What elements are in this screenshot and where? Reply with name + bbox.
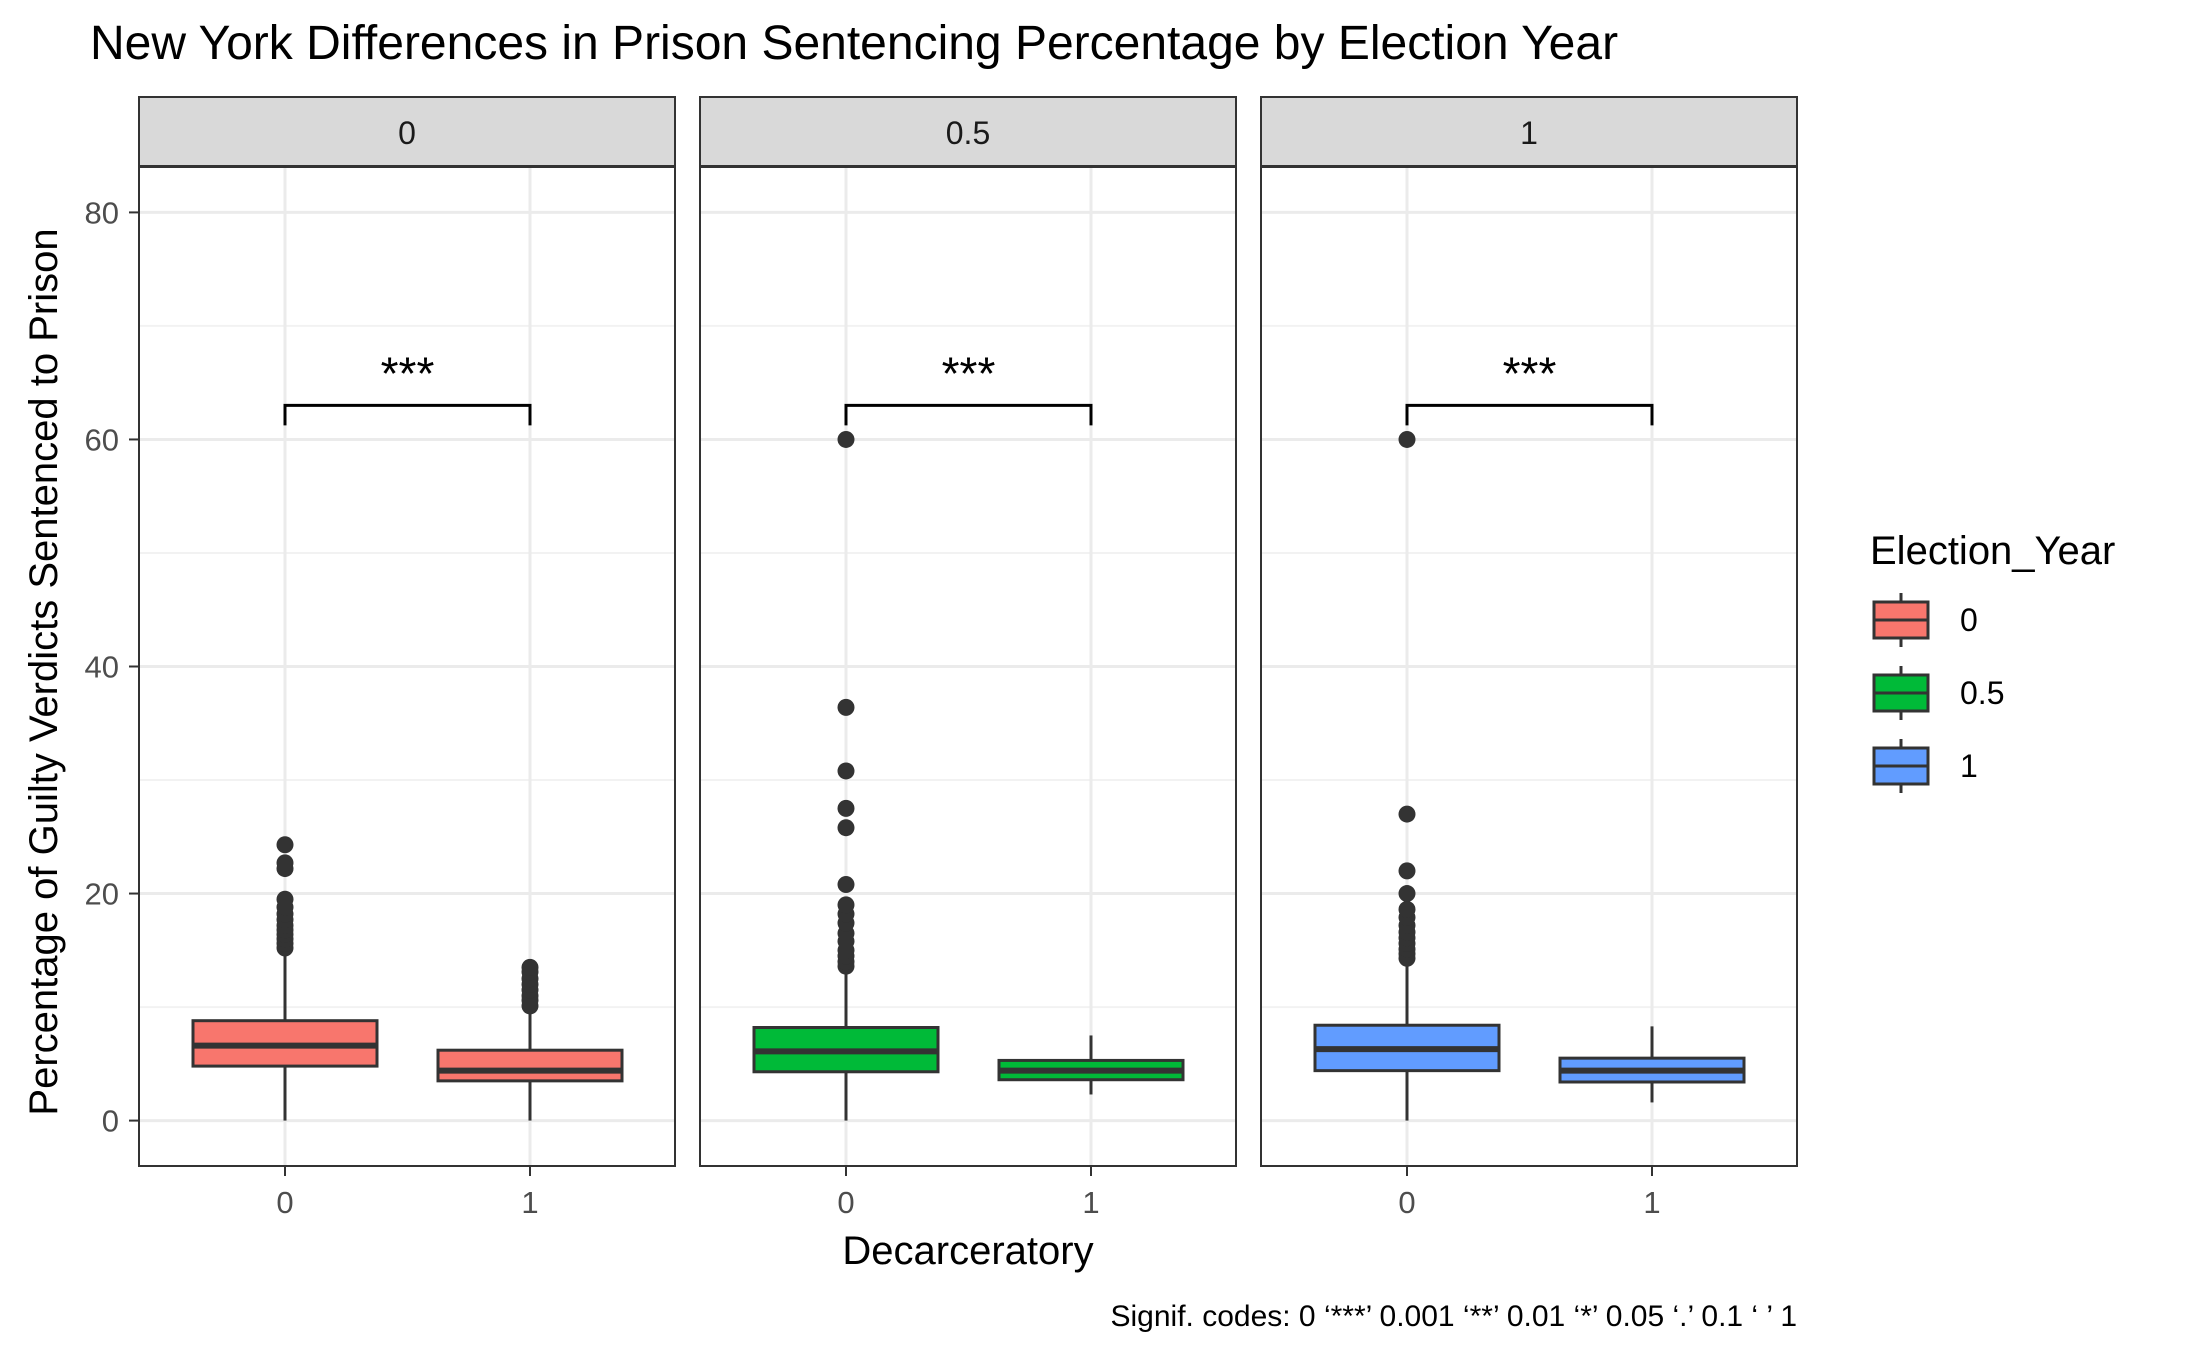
significance-label: ***	[381, 347, 435, 399]
panel-border	[138, 166, 676, 1167]
legend: Election_Year 0 0.5 1	[1870, 529, 2115, 793]
facet-strip-label: 0	[398, 115, 416, 151]
x-tick-label: 0	[276, 1185, 293, 1220]
y-tick-label: 0	[102, 1104, 119, 1139]
y-axis-label: Percentage of Guilty Verdicts Sentenced …	[22, 228, 66, 1115]
outlier-point	[1398, 885, 1416, 903]
outlier-point	[276, 890, 294, 908]
facet-strip	[699, 96, 1237, 167]
legend-title: Election_Year	[1870, 529, 2115, 573]
outlier-point	[837, 762, 855, 780]
x-tick-label: 1	[521, 1185, 538, 1220]
outlier-point	[837, 875, 855, 893]
significance-bracket	[844, 403, 1093, 426]
outlier-point	[276, 836, 294, 854]
outlier-point	[837, 430, 855, 448]
significance-bracket	[283, 403, 532, 426]
x-tick-label: 1	[1082, 1185, 1099, 1220]
facet-strip-label: 0.5	[946, 115, 990, 151]
significance-bracket	[1405, 403, 1654, 426]
x-tick-label: 0	[837, 1185, 854, 1220]
outlier-point	[521, 958, 539, 976]
y-tick-label: 40	[85, 650, 119, 685]
significance-label: ***	[1503, 347, 1557, 399]
facet-strip	[1260, 96, 1798, 167]
outlier-point	[837, 896, 855, 914]
x-tick-label: 0	[1398, 1185, 1415, 1220]
outlier-point	[276, 854, 294, 872]
y-tick-label: 20	[85, 877, 119, 912]
y-tick-label: 80	[85, 195, 119, 230]
outlier-point	[1398, 805, 1416, 823]
facets-layer: 0 20 40 60 80 0 *** 0 1 0.5 *** 0 1 1 *** 0 1	[85, 96, 1798, 1220]
outlier-point	[837, 819, 855, 837]
x-tick-label: 1	[1643, 1185, 1660, 1220]
x-axis-label: Decarceratory	[842, 1229, 1093, 1273]
outlier-point	[1398, 862, 1416, 880]
facet-strip	[138, 96, 676, 167]
panel-border	[1260, 166, 1798, 1167]
box	[436, 1048, 624, 1083]
outlier-point	[1398, 430, 1416, 448]
outlier-point	[837, 698, 855, 716]
panel-border	[699, 166, 1237, 1167]
chart-title: New York Differences in Prison Sentencin…	[90, 17, 1618, 70]
y-tick-label: 60	[85, 422, 119, 457]
significance-label: ***	[942, 347, 996, 399]
outlier-point	[837, 799, 855, 817]
legend-entry-label: 1	[1960, 748, 1978, 784]
facet-strip-label: 1	[1520, 115, 1538, 151]
outlier-point	[1398, 900, 1416, 918]
signif-codes-footnote: Signif. codes: 0 ‘***’ 0.001 ‘**’ 0.01 ‘…	[1110, 1300, 1797, 1333]
legend-entry-label: 0.5	[1960, 675, 2004, 711]
legend-entry-label: 0	[1960, 602, 1978, 638]
